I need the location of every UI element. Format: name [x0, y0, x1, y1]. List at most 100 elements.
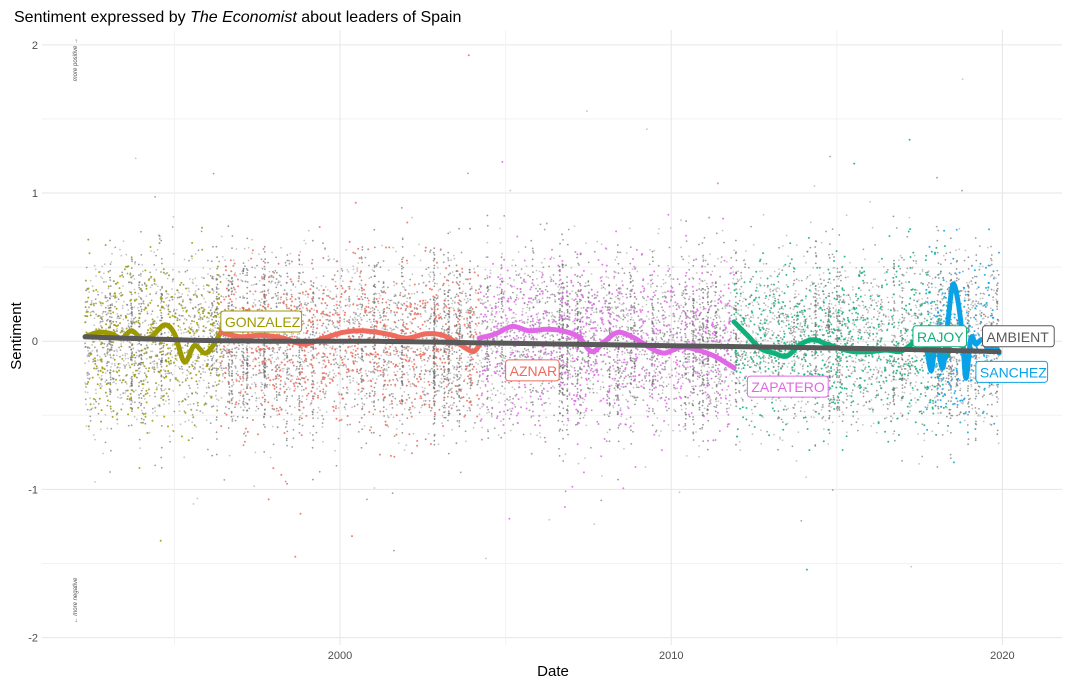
ambient-point: [354, 392, 356, 395]
ambient-point: [839, 342, 842, 345]
ambient-point: [600, 329, 603, 332]
ambient-point: [435, 325, 438, 328]
ambient-point: [239, 273, 242, 275]
ambient-point: [145, 295, 148, 297]
ambient-point: [582, 416, 585, 419]
ambient-point: [352, 319, 354, 321]
ambient-point: [368, 392, 371, 395]
ambient-point: [292, 437, 295, 440]
ambient-point: [116, 313, 119, 315]
ambient-point: [909, 384, 912, 387]
ambient-point: [391, 492, 394, 495]
ambient-point: [857, 403, 859, 405]
ambient-point: [771, 360, 774, 363]
ambient-point: [698, 282, 701, 285]
ambient-point: [632, 386, 635, 389]
ambient-point: [357, 262, 360, 264]
ambient-point: [120, 340, 122, 343]
ambient-point: [158, 235, 161, 238]
ambient-point: [527, 318, 529, 321]
ambient-point: [857, 386, 859, 388]
ambient-point: [692, 385, 695, 388]
ambient-point: [196, 392, 199, 395]
ambient-point: [871, 300, 874, 302]
ambient-point: [157, 285, 159, 288]
ambient-point: [876, 376, 879, 378]
ambient-point: [253, 381, 256, 384]
ambient-point: [105, 345, 108, 348]
ambient-point: [476, 265, 479, 267]
ambient-point: [127, 325, 130, 328]
ambient-point: [120, 381, 123, 384]
ambient-point: [393, 311, 396, 314]
ambient-point: [974, 382, 977, 384]
ambient-point: [977, 323, 979, 326]
ambient-point: [341, 280, 344, 283]
ambient-point: [367, 380, 370, 382]
ambient-point: [876, 304, 878, 307]
ambient-point: [762, 360, 765, 363]
ambient-point: [126, 272, 129, 275]
ambient-point: [664, 366, 666, 368]
ambient-point: [725, 407, 728, 410]
ambient-point: [657, 333, 660, 336]
ambient-point: [418, 411, 421, 414]
ambient-point: [779, 438, 781, 440]
ambient-point: [257, 357, 260, 359]
ambient-point: [127, 362, 130, 364]
ambient-point: [349, 375, 351, 378]
ambient-point: [873, 368, 876, 371]
ambient-point: [974, 303, 976, 306]
ambient-point: [782, 330, 785, 333]
ambient-point: [359, 371, 362, 374]
ambient-point: [407, 316, 409, 319]
ambient-point: [315, 357, 318, 360]
ambient-point: [337, 366, 340, 369]
ambient-point: [664, 282, 667, 284]
ambient-point: [658, 321, 661, 323]
ambient-point: [252, 374, 255, 376]
ambient-point: [337, 407, 340, 409]
ambient-point: [821, 417, 824, 420]
ambient-point: [282, 385, 285, 388]
ambient-point: [426, 349, 429, 352]
ambient-point: [359, 316, 362, 319]
ambient-point: [657, 319, 660, 322]
ambient-point: [584, 312, 587, 315]
ambient-point: [85, 289, 88, 292]
ambient-point: [946, 370, 948, 373]
ambient-point: [504, 355, 507, 358]
ambient-point: [337, 437, 340, 440]
ambient-point: [813, 416, 815, 419]
ambient-point: [988, 321, 991, 323]
ambient-point: [348, 300, 351, 303]
ambient-point: [486, 241, 489, 244]
ambient-point: [802, 311, 805, 314]
ambient-point: [548, 296, 551, 299]
ambient-point: [677, 320, 680, 322]
ambient-point: [467, 300, 469, 303]
ambient-point: [149, 362, 152, 365]
ambient-point: [684, 301, 687, 304]
ambient-point: [897, 395, 900, 397]
ambient-point: [789, 307, 792, 310]
ambient-point: [741, 357, 743, 360]
ambient-point: [482, 380, 485, 383]
ambient-point: [744, 314, 747, 317]
grid: [42, 30, 1062, 645]
ambient-point: [98, 376, 101, 379]
ambient-point: [182, 283, 185, 286]
ambient-point: [740, 277, 743, 280]
ambient-point: [217, 383, 220, 385]
ambient-point: [750, 408, 753, 411]
ambient-point: [780, 341, 783, 344]
ambient-point: [491, 352, 493, 355]
ambient-point: [680, 304, 683, 307]
ambient-point: [317, 406, 320, 409]
ambient-point: [490, 399, 493, 402]
ambient-point: [459, 377, 461, 379]
ambient-point: [381, 319, 384, 322]
ambient-point: [881, 329, 884, 332]
ambient-point: [976, 332, 979, 335]
ambient-point: [116, 317, 119, 320]
